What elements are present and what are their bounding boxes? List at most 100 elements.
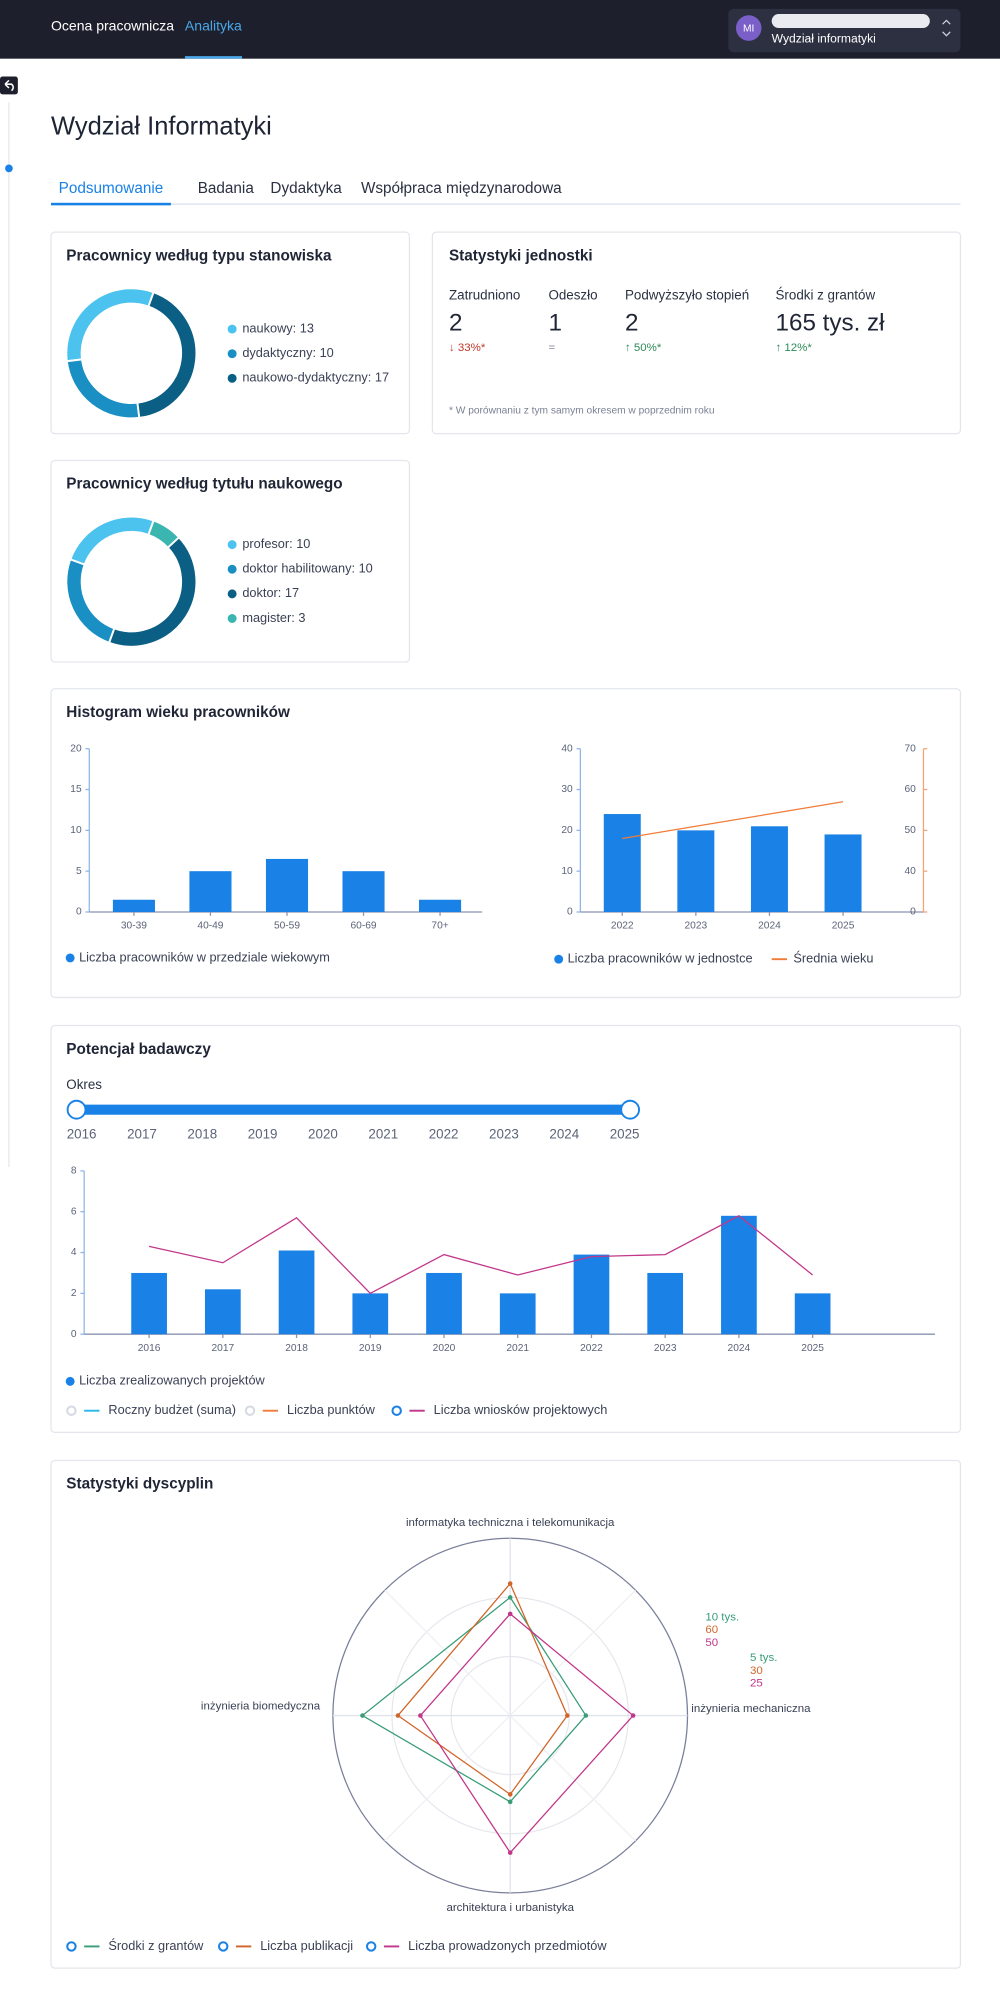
radar-point [507, 1792, 513, 1797]
radar-point [630, 1713, 636, 1718]
radar-point [507, 1611, 513, 1617]
radar-tick-label: 60 [705, 1624, 718, 1636]
legend-swatch [65, 1376, 75, 1386]
radar-point [395, 1713, 401, 1718]
y-tick-label: 30 [561, 784, 573, 795]
stat-change: ↑ 50%* [625, 342, 662, 354]
y-tick-label: 4 [71, 1247, 77, 1258]
card-title: Histogram wieku pracowników [66, 704, 290, 721]
nav-active-indicator [184, 56, 243, 59]
legend-toggle[interactable] [365, 1941, 377, 1952]
legend-label: Średnia wieku [793, 951, 873, 966]
y-tick-label: 20 [70, 743, 82, 754]
legend-toggle[interactable] [244, 1405, 256, 1416]
legend-label[interactable]: Liczba prowadzonych przedmiotów [408, 1938, 607, 1953]
legend-swatch [227, 540, 237, 550]
legend-toggle[interactable] [66, 1941, 77, 1952]
card [50, 1459, 962, 1969]
radar-axis-label: informatyka techniczna i telekomunikacja [406, 1517, 615, 1529]
legend-label[interactable]: Liczba punktów [287, 1402, 376, 1417]
x-tick-label: 2017 [211, 1343, 234, 1354]
bar [794, 1293, 831, 1335]
nav-item[interactable]: Analityka [185, 17, 242, 33]
x-tick-label: 2023 [654, 1343, 677, 1354]
radar-point [507, 1581, 513, 1586]
radar-tick-label: 25 [750, 1678, 763, 1690]
legend-label: Liczba pracowników w jednostce [568, 951, 753, 966]
slider-handle[interactable] [620, 1099, 640, 1120]
nav-item[interactable]: Ocena pracownicza [51, 17, 174, 33]
stat-label: Zatrudniono [449, 287, 520, 302]
legend-toggle[interactable] [217, 1941, 229, 1952]
bar [342, 871, 385, 912]
bar [204, 1289, 241, 1335]
legend-swatch [227, 614, 237, 623]
radar-tick-label: 30 [750, 1665, 763, 1677]
y-tick-label: 20 [561, 825, 573, 836]
card-title: Statystyki dyscyplin [66, 1476, 213, 1493]
slider-handle[interactable] [66, 1099, 87, 1120]
legend-swatch [554, 954, 564, 964]
stat-value: 2 [625, 309, 638, 336]
x-tick-label: 2022 [580, 1343, 603, 1354]
tab[interactable]: Współpraca międzynarodowa [361, 180, 562, 197]
tab[interactable]: Podsumowanie [59, 180, 164, 197]
legend-toggle[interactable] [66, 1405, 77, 1416]
y-tick-label: 10 [561, 866, 573, 877]
chevron-icon [942, 19, 951, 37]
x-tick-label: 2019 [359, 1343, 382, 1354]
stat-value: 2 [449, 309, 462, 336]
bar [647, 1272, 684, 1335]
radar-spoke [384, 1589, 511, 1717]
legend-swatch [227, 564, 237, 574]
legend-label: magister: 3 [242, 610, 305, 625]
user-unit: Wydział informatyki [772, 32, 876, 46]
radar-point [507, 1595, 513, 1600]
avatar-initials: MI [743, 23, 754, 34]
bar [352, 1293, 389, 1335]
page-title: Wydział Informatyki [51, 112, 272, 140]
legend-toggle[interactable] [391, 1405, 402, 1416]
radar-spoke [509, 1715, 637, 1842]
back-button[interactable] [0, 76, 18, 95]
bar [265, 858, 309, 912]
stat-change: ↓ 33%* [449, 342, 486, 354]
tab[interactable]: Dydaktyka [270, 180, 342, 197]
x-tick-label: 50-59 [274, 921, 300, 932]
slider-label: Okres [66, 1077, 102, 1092]
stat-note: * W porównaniu z tym samym okresem w pop… [449, 405, 715, 416]
x-tick-label: 2020 [433, 1343, 456, 1354]
legend-label[interactable]: Roczny budżet (suma) [108, 1402, 236, 1417]
legend-label[interactable]: Środki z grantów [108, 1938, 204, 1953]
slider-year: 2023 [489, 1127, 519, 1142]
y-tick-label: 6 [71, 1206, 77, 1217]
bar [750, 826, 788, 912]
legend-label[interactable]: Liczba wniosków projektowych [434, 1402, 608, 1417]
radar-point [507, 1799, 513, 1805]
x-tick-label: 30-39 [121, 921, 147, 932]
tab[interactable]: Badania [198, 180, 255, 197]
y-tick-label: 5 [76, 866, 82, 877]
slider-year: 2020 [308, 1127, 338, 1142]
y2-tick-label: 0 [910, 907, 916, 918]
stat-label: Odeszło [548, 287, 597, 302]
bar [721, 1215, 757, 1335]
radar-axis-label: architektura i urbanistyka [446, 1902, 574, 1914]
radar-tick-label: 50 [705, 1637, 718, 1649]
card-title: Pracownicy według tytułu naukowego [66, 476, 342, 493]
x-tick-label: 2023 [685, 921, 708, 932]
x-tick-label: 2024 [758, 921, 781, 932]
x-tick-label: 2022 [611, 921, 634, 932]
bar [189, 871, 232, 912]
x-tick-label: 2025 [801, 1343, 824, 1354]
x-tick-label: 60-69 [350, 921, 376, 932]
radar-point [583, 1713, 589, 1718]
legend-label[interactable]: Liczba publikacji [260, 1938, 353, 1953]
donut-segment [147, 519, 181, 550]
stat-label: Środki z grantów [776, 287, 876, 302]
radar-tick-label: 10 tys. [705, 1611, 739, 1623]
y2-tick-label: 40 [904, 866, 916, 877]
y2-tick-label: 70 [904, 743, 916, 754]
